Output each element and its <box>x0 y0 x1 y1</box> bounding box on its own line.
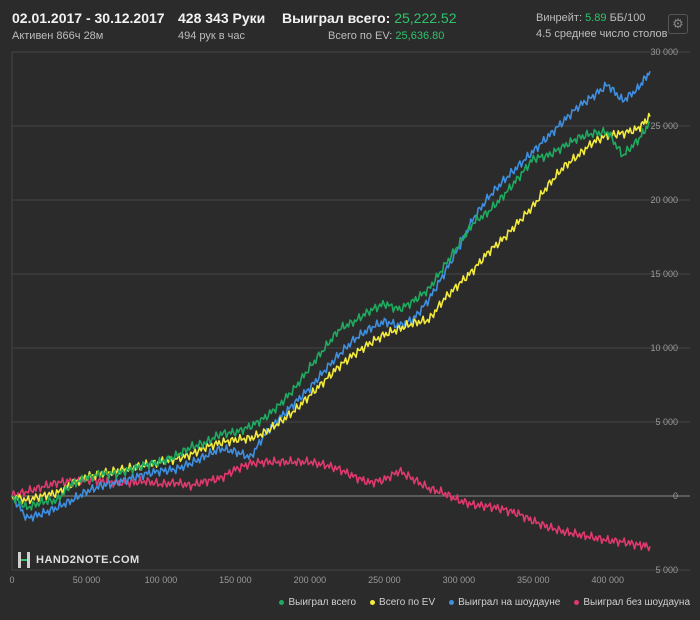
x-tick-label: 100 000 <box>145 575 178 585</box>
avg-tables: 4.5 среднее число столов <box>536 28 668 40</box>
stats-header: 02.01.2017 - 30.12.2017 Активен 866ч 28м… <box>0 0 700 48</box>
hands-block: 428 343 Руки 494 рук в час <box>178 10 265 42</box>
x-tick-label: 400 000 <box>592 575 625 585</box>
x-tick-label: 200 000 <box>294 575 327 585</box>
legend-dot-icon <box>370 600 376 605</box>
ev-label: Всего по EV: <box>328 30 393 42</box>
hands-per-hour: 494 рук в час <box>178 30 246 42</box>
series-line-won <box>11 121 651 511</box>
x-tick-label: 0 <box>9 575 14 585</box>
y-tick-label: 20 000 <box>650 195 678 205</box>
logo-text: HAND2NOTE.COM <box>36 554 140 566</box>
y-tick-label: 0 <box>673 491 678 501</box>
chart-grid <box>11 51 690 571</box>
active-time: Активен 866ч 28м <box>12 30 104 42</box>
x-axis-ticks: 0 50 000 100 000 150 000 200 000 250 000 300 0… <box>9 575 624 585</box>
x-tick-label: 50 000 <box>73 575 101 585</box>
winrate-value: 5.89 <box>585 12 607 24</box>
y-tick-label: 15 000 <box>650 269 678 279</box>
won-label: Выиграл всего: <box>282 10 391 26</box>
x-tick-label: 250 000 <box>368 575 401 585</box>
legend-label: Выиграл всего <box>288 597 357 608</box>
chart-lines <box>11 70 651 552</box>
ev-value: 25,636.80 <box>395 30 445 42</box>
y-tick-label: 10 000 <box>650 343 678 353</box>
legend-label: Выиграл на шоудауне <box>458 597 561 608</box>
hands-count: 428 343 Руки <box>178 10 266 26</box>
date-range: 02.01.2017 - 30.12.2017 <box>12 10 165 26</box>
y-tick-label: 25 000 <box>650 121 678 131</box>
y-axis-ticks: 30 000 25 000 20 000 15 000 10 000 5 000 0 5 00… <box>650 47 678 575</box>
series-line-no-showdown <box>11 456 651 552</box>
won-block: Выиграл всего: 25,222.52 Всего по EV: 25… <box>282 10 457 42</box>
legend-dot-icon <box>279 600 285 605</box>
legend-dot-icon <box>574 600 580 605</box>
series-line-showdown <box>11 70 651 522</box>
x-tick-label: 350 000 <box>517 575 550 585</box>
legend-item-no-showdown[interactable]: Выиграл без шоудауна <box>574 597 690 608</box>
winrate-label: Винрейт: <box>536 12 583 24</box>
legend-item-showdown[interactable]: Выиграл на шоудауне <box>449 597 560 608</box>
legend-item-ev[interactable]: Всего по EV <box>370 597 435 608</box>
legend-item-won[interactable]: Выиграл всего <box>279 597 356 608</box>
logo-icon <box>18 552 30 568</box>
hand2note-logo: HAND2NOTE.COM <box>18 552 140 568</box>
x-tick-label: 300 000 <box>443 575 476 585</box>
y-tick-label: 5 000 <box>655 417 678 427</box>
gear-icon[interactable]: ⚙ <box>668 14 688 34</box>
legend-label: Выиграл без шоудауна <box>583 597 690 608</box>
legend-label: Всего по EV <box>379 597 436 608</box>
legend-dot-icon <box>449 600 455 605</box>
x-tick-label: 150 000 <box>219 575 252 585</box>
winrate-unit: ББ/100 <box>609 12 646 24</box>
y-tick-label: 30 000 <box>650 47 678 57</box>
y-tick-label: 5 000 <box>655 565 678 575</box>
chart-legend: Выиграл всего Всего по EV Выиграл на шоу… <box>0 597 690 608</box>
series-line-ev <box>11 112 651 505</box>
won-value: 25,222.52 <box>394 10 457 26</box>
date-block: 02.01.2017 - 30.12.2017 Активен 866ч 28м <box>12 10 165 42</box>
winrate-block: Винрейт: 5.89 ББ/100 4.5 среднее число с… <box>536 10 668 40</box>
